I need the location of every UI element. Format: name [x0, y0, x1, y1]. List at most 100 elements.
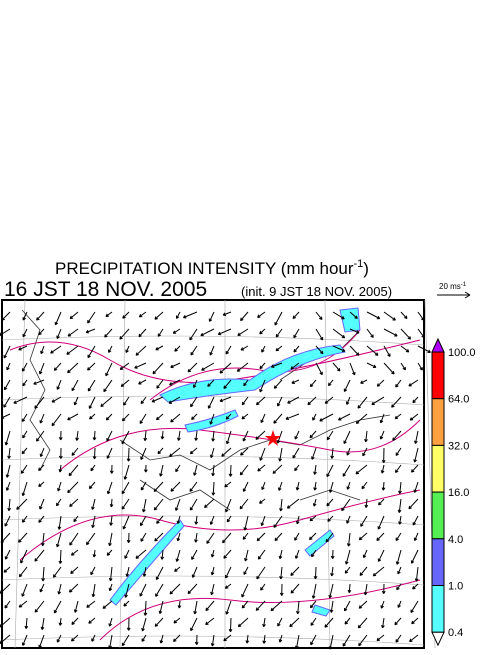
wind-arrow — [157, 328, 164, 337]
wind-arrow — [182, 311, 198, 319]
grid-line — [1, 635, 425, 646]
wind-arrow — [176, 532, 181, 542]
wind-arrow — [328, 634, 334, 650]
wind-arrow — [261, 481, 266, 491]
wind-arrow — [326, 464, 334, 478]
wind-arrow — [295, 634, 300, 649]
wind-arrow — [278, 447, 283, 462]
wind-arrow — [168, 396, 181, 404]
wind-arrow — [209, 515, 215, 525]
wind-arrow — [105, 362, 113, 377]
wind-arrow — [194, 634, 199, 645]
wind-arrow — [121, 634, 130, 647]
wind-arrow — [400, 362, 406, 371]
wind-arrow — [7, 498, 12, 512]
wind-arrow — [124, 549, 130, 559]
wind-arrow — [377, 549, 385, 562]
wind-arrow — [87, 345, 96, 359]
wind-arrow — [159, 634, 164, 644]
wind-arrow — [224, 583, 232, 589]
wind-arrow — [173, 634, 181, 643]
wind-arrow — [106, 430, 113, 442]
wind-arrow — [190, 345, 198, 356]
wind-arrow — [357, 396, 368, 409]
wind-arrow — [124, 583, 130, 598]
wind-arrow — [140, 396, 147, 405]
wind-arrow — [91, 515, 96, 529]
wind-arrow — [153, 481, 164, 492]
wind-arrow — [207, 396, 215, 409]
wind-arrow — [152, 362, 164, 375]
wind-arrow — [143, 600, 148, 616]
wind-arrow — [411, 617, 419, 625]
wind-arrow — [408, 379, 419, 387]
wind-arrow — [376, 634, 385, 642]
wind-arrow — [409, 413, 419, 421]
wind-arrow — [219, 396, 232, 403]
wind-arrow — [21, 515, 28, 523]
wind-arrow — [142, 498, 147, 513]
wind-arrow — [123, 396, 130, 406]
wind-arrow — [328, 583, 334, 599]
wind-arrow — [4, 549, 11, 560]
wind-arrow — [394, 617, 402, 626]
wind-arrow — [34, 600, 45, 613]
wind-arrow — [190, 396, 198, 408]
wind-arrow — [51, 396, 62, 403]
wind-arrow — [4, 515, 11, 527]
wind-arrow — [170, 481, 181, 492]
wind-arrow — [237, 617, 249, 628]
wind-arrow — [57, 481, 62, 492]
wind-arrow — [240, 311, 249, 322]
wind-arrow — [191, 413, 198, 420]
wind-arrow — [38, 328, 45, 336]
wind-arrow — [123, 464, 130, 480]
wind-arrow — [417, 362, 423, 371]
wind-arrow — [366, 311, 381, 320]
wind-arrow — [241, 413, 249, 420]
wind-arrow — [330, 447, 335, 459]
wind-arrow — [413, 532, 419, 542]
wind-arrow — [364, 498, 369, 508]
wind-arrow — [242, 430, 249, 442]
wind-arrow — [414, 566, 419, 582]
wind-arrow — [219, 362, 232, 374]
wind-arrow — [39, 413, 45, 424]
wind-arrow — [88, 481, 96, 490]
grid-line — [14, 299, 26, 649]
wind-arrow — [326, 498, 334, 507]
wind-scale-main: 20 ms — [439, 282, 461, 291]
wind-arrow — [119, 328, 130, 340]
wind-arrow — [347, 583, 352, 594]
wind-arrow — [242, 481, 249, 492]
wind-arrow — [309, 430, 317, 439]
wind-arrow — [170, 413, 181, 423]
wind-arrow — [122, 515, 130, 530]
wind-arrow — [346, 447, 351, 456]
wind-arrow — [294, 464, 300, 472]
wind-arrow — [409, 634, 419, 643]
wind-arrow — [0, 413, 11, 419]
wind-arrow — [194, 532, 198, 543]
wind-arrow — [120, 379, 130, 388]
wind-arrow — [187, 583, 198, 595]
wind-arrow — [260, 583, 266, 591]
wind-arrow — [138, 311, 147, 318]
wind-arrow — [73, 515, 79, 523]
wind-arrow — [58, 617, 63, 626]
wind-arrow — [125, 345, 130, 353]
wind-arrow — [225, 345, 232, 355]
wind-arrow — [391, 396, 402, 408]
wind-arrow — [58, 549, 63, 564]
wind-arrow — [22, 311, 28, 321]
wind-arrow — [285, 413, 300, 420]
wind-arrow — [24, 617, 29, 629]
wind-arrow — [90, 566, 96, 576]
wind-arrow — [236, 362, 249, 372]
wind-arrow — [151, 396, 164, 403]
wind-arrow — [201, 362, 215, 371]
wind-arrow — [277, 617, 283, 627]
wind-arrow — [225, 413, 232, 420]
wind-arrow — [174, 345, 181, 352]
wind-arrow — [325, 532, 334, 543]
